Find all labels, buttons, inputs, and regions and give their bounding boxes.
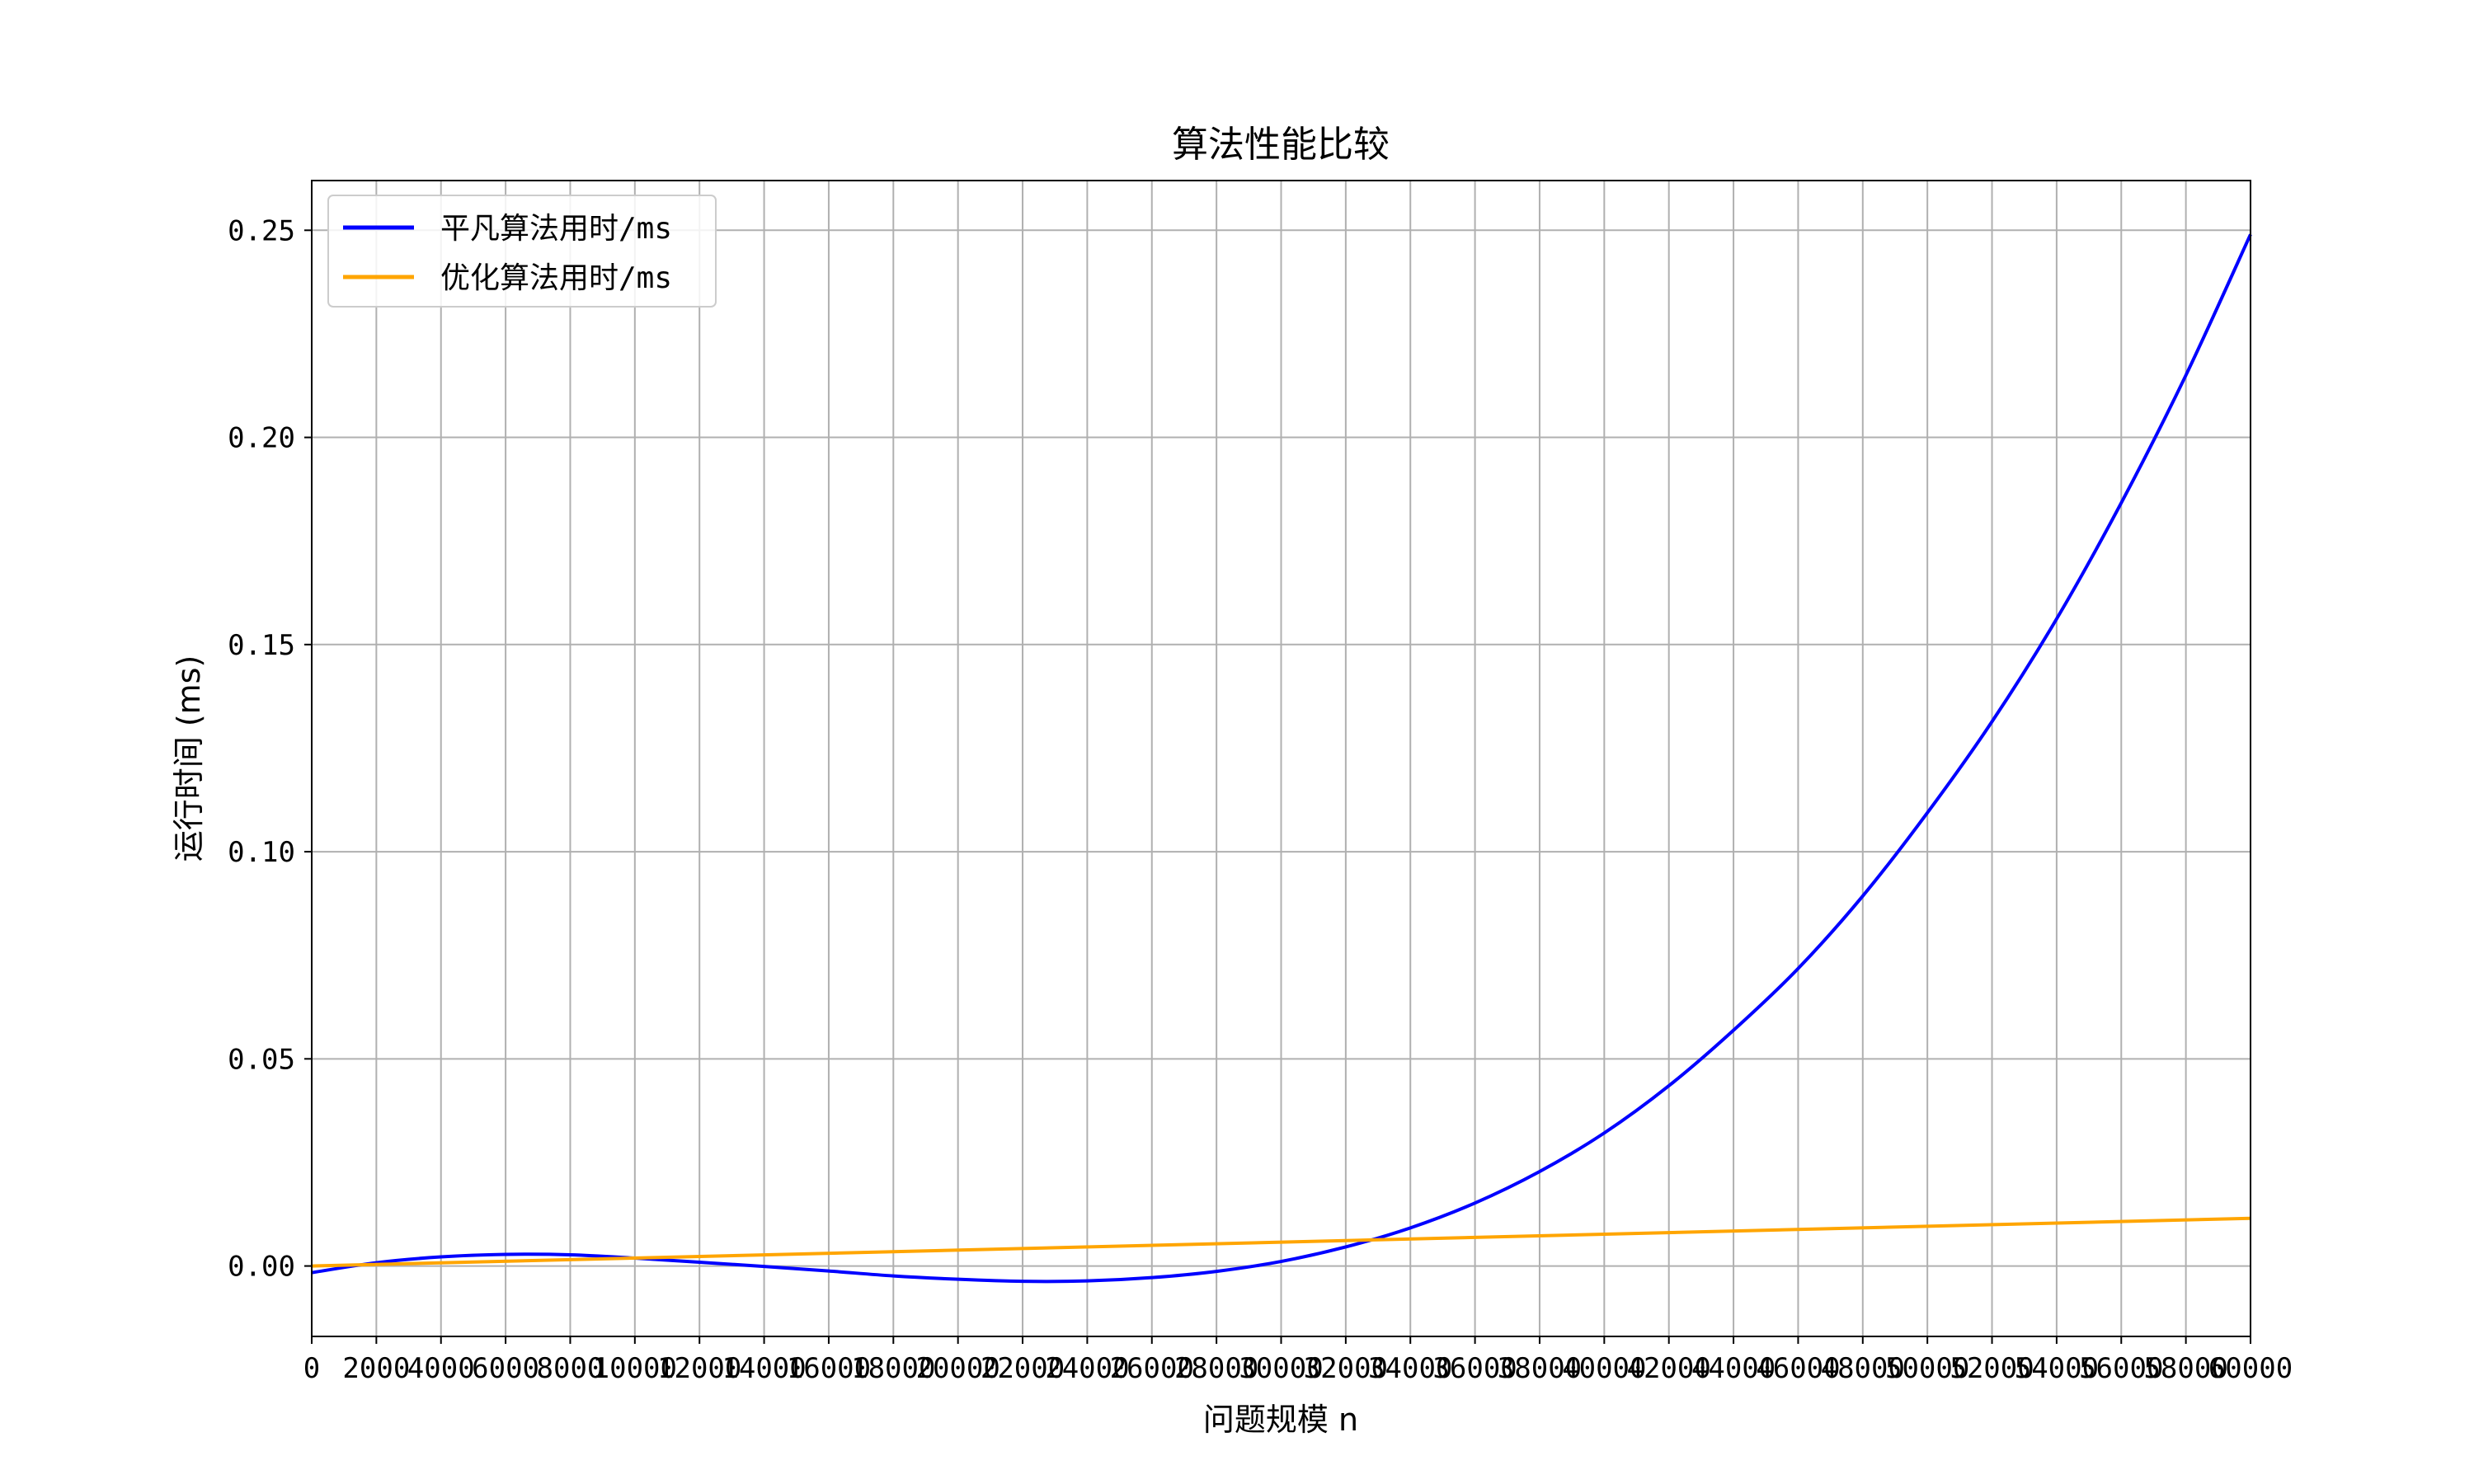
x-tick-label: 0 xyxy=(303,1352,320,1385)
x-tick-label: 28000 xyxy=(1174,1352,1258,1385)
x-tick-label: 42000 xyxy=(1627,1352,1711,1385)
x-tick-label: 40000 xyxy=(1562,1352,1646,1385)
x-tick-label: 20000 xyxy=(915,1352,999,1385)
y-tick-label: 0.05 xyxy=(228,1043,295,1076)
x-tick-label: 8000 xyxy=(537,1352,604,1385)
x-tick-label: 32000 xyxy=(1304,1352,1388,1385)
y-tick-label: 0.15 xyxy=(228,629,295,662)
x-tick-label: 14000 xyxy=(722,1352,806,1385)
x-tick-label: 52000 xyxy=(1950,1352,2034,1385)
x-tick-label: 34000 xyxy=(1368,1352,1452,1385)
x-tick-label: 4000 xyxy=(407,1352,475,1385)
legend: 平凡算法用时/ms 优化算法用时/ms xyxy=(327,195,717,308)
x-tick-label: 54000 xyxy=(2015,1352,2099,1385)
x-tick-label: 50000 xyxy=(1885,1352,1969,1385)
x-tick-label: 18000 xyxy=(851,1352,935,1385)
x-tick-label: 24000 xyxy=(1045,1352,1129,1385)
x-tick-label: 2000 xyxy=(342,1352,410,1385)
series-line-optimized xyxy=(311,1216,2251,1268)
x-tick-label: 22000 xyxy=(981,1352,1065,1385)
x-axis-label: 问题规模 n xyxy=(1203,1402,1358,1438)
x-tick-label: 36000 xyxy=(1432,1352,1517,1385)
y-axis-ticks: 0.00 0.05 0.10 0.15 0.20 0.25 xyxy=(228,214,312,1284)
x-tick-label: 60000 xyxy=(2208,1352,2293,1385)
y-tick-label: 0.20 xyxy=(228,422,295,455)
legend-label-optimized: 优化算法用时/ms xyxy=(440,261,672,295)
y-tick-label: 0.10 xyxy=(228,836,295,869)
x-tick-label: 30000 xyxy=(1239,1352,1323,1385)
series-lines xyxy=(311,233,2252,1284)
x-tick-label: 38000 xyxy=(1498,1352,1582,1385)
series-line-ordinary xyxy=(311,233,2252,1284)
x-tick-label: 16000 xyxy=(787,1352,871,1385)
x-tick-label: 26000 xyxy=(1110,1352,1194,1385)
y-tick-label: 0.00 xyxy=(228,1251,295,1284)
x-tick-label: 46000 xyxy=(1756,1352,1840,1385)
legend-box xyxy=(327,195,717,308)
legend-label-ordinary: 平凡算法用时/ms xyxy=(440,212,672,246)
x-axis-ticks: 0 200040006000800010000120001400016000180… xyxy=(303,1336,2293,1385)
x-tick-label: 6000 xyxy=(472,1352,539,1385)
x-tick-label: 56000 xyxy=(2079,1352,2163,1385)
x-tick-label: 48000 xyxy=(1821,1352,1905,1385)
y-axis-label: 运行时间 (ms) xyxy=(171,655,207,862)
chart-title: 算法性能比较 xyxy=(1172,124,1390,166)
x-tick-label: 58000 xyxy=(2143,1352,2227,1385)
x-tick-label: 12000 xyxy=(657,1352,741,1385)
x-tick-label: 10000 xyxy=(593,1352,677,1385)
y-tick-label: 0.25 xyxy=(228,214,295,247)
x-tick-label: 44000 xyxy=(1691,1352,1776,1385)
grid xyxy=(311,181,2251,1336)
